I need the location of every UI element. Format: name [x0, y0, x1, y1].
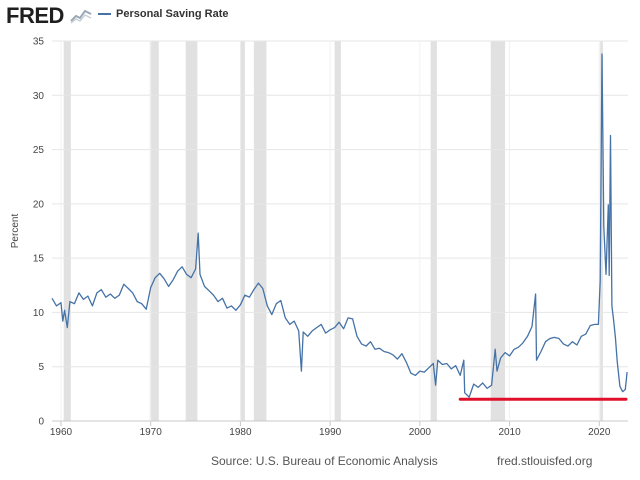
legend: Personal Saving Rate — [98, 8, 229, 20]
recession-band-0 — [63, 41, 71, 421]
source-note: Source: U.S. Bureau of Economic Analysis — [211, 454, 438, 468]
fred-logo-chart-icon — [70, 6, 92, 24]
recession-band-1 — [149, 41, 159, 421]
fred-logo[interactable]: FRED — [6, 3, 64, 28]
y-tick-label-15: 15 — [33, 254, 45, 265]
recession-band-2 — [185, 41, 198, 421]
x-tick-label-2000: 2000 — [409, 427, 432, 438]
recession-band-8 — [600, 41, 603, 421]
y-tick-label-35: 35 — [33, 37, 45, 48]
source-link[interactable]: fred.stlouisfed.org — [497, 454, 593, 468]
y-tick-label-10: 10 — [33, 308, 45, 319]
x-tick-label-1970: 1970 — [140, 427, 163, 438]
y-tick-label-30: 30 — [33, 91, 45, 102]
line-chart: 0 5 10 15 20 25 30 35 1960 1970 1980 1990 2000 2010 20… — [10, 37, 628, 439]
x-tick-label-2020: 2020 — [588, 427, 611, 438]
y-tick-label-25: 25 — [33, 145, 45, 156]
y-axis-title: Percent — [10, 214, 21, 249]
x-tick-label-2010: 2010 — [498, 427, 521, 438]
y-tick-label-0: 0 — [38, 417, 44, 428]
series-line-0[interactable] — [51, 53, 628, 398]
chart-header: FRED Personal Saving Rate — [0, 0, 640, 32]
y-tick-label-5: 5 — [38, 362, 44, 373]
x-tick-label-1990: 1990 — [319, 427, 342, 438]
legend-line-swatch — [98, 13, 111, 15]
recession-bands — [63, 41, 603, 421]
recession-band-4 — [253, 41, 267, 421]
y-tick-label-20: 20 — [33, 199, 45, 210]
recession-band-6 — [430, 41, 437, 421]
recession-band-3 — [240, 41, 245, 421]
recession-band-5 — [334, 41, 341, 421]
axes: 0 5 10 15 20 25 30 35 1960 1970 1980 1990 2000 2010 20… — [33, 37, 611, 439]
legend-series-label: Personal Saving Rate — [116, 8, 229, 20]
x-tick-label-1980: 1980 — [229, 427, 252, 438]
gridlines — [52, 40, 628, 422]
x-tick-label-1960: 1960 — [50, 427, 73, 438]
series-layer — [51, 53, 628, 398]
recession-band-7 — [490, 41, 506, 421]
